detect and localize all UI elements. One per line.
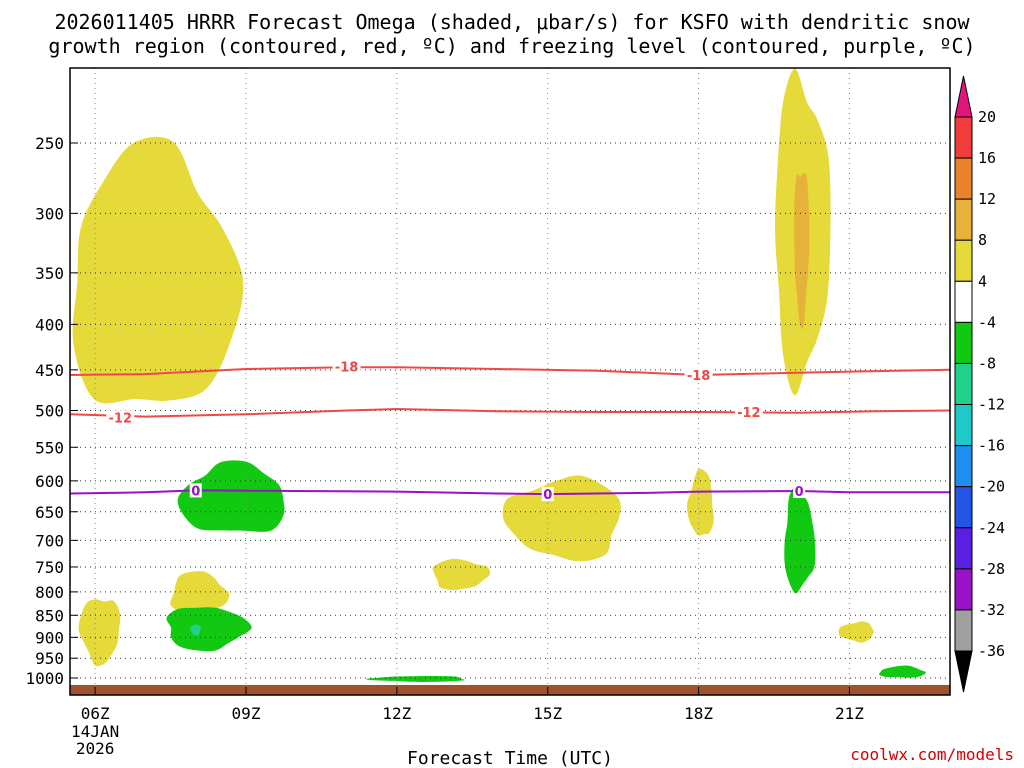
- colorbar-segment-3: [954, 239, 973, 282]
- colorbar-bottom-arrow: [954, 650, 973, 693]
- title-line-1: 2026011405 HRRR Forecast Omega (shaded, …: [54, 10, 970, 34]
- colorbar-label-10: -24: [978, 519, 1005, 537]
- x-tick-label-0: 06Z: [81, 704, 110, 723]
- colorbar-label-5: -4: [978, 313, 996, 331]
- contour-line-2: [70, 489, 950, 496]
- colorbar-label-8: -16: [978, 437, 1005, 455]
- y-tick-label-600: 600: [35, 472, 64, 491]
- omega-region-pos-4: [687, 468, 714, 536]
- y-tick-label-650: 650: [35, 503, 64, 522]
- omega-region-pos-3: [502, 475, 621, 562]
- plot-area: -18 -18 -12 -12 0 0 0: [70, 68, 950, 695]
- x-axis-label: Forecast Time (UTC): [407, 748, 613, 768]
- omega-region-pos-0: [72, 136, 244, 404]
- omega-region-neg-10: [784, 486, 816, 594]
- surface-band: [70, 685, 950, 695]
- omega-region-pos-2: [794, 172, 810, 330]
- chart-title: 2026011405 HRRR Forecast Omega (shaded, …: [48, 10, 975, 58]
- contour-label-5: 0: [543, 488, 552, 503]
- colorbar-label-13: -36: [978, 642, 1005, 660]
- contour-line-0: [70, 366, 950, 377]
- x-date-label-1: 2026: [76, 739, 115, 758]
- colorbar-label-9: -20: [978, 478, 1005, 496]
- contour-line-1: [70, 407, 950, 418]
- y-tick-label-550: 550: [35, 438, 64, 457]
- colorbar: 20 16 12 8 4 -4 -8 -12 -16 -20 -24 -28 -32 -36: [954, 75, 1005, 693]
- colorbar-top-arrow: [954, 75, 973, 118]
- contour-labels: -18 -18 -12 -12 0 0 0: [106, 359, 806, 503]
- x-tick-label-3: 15Z: [533, 704, 562, 723]
- contour-label-1: -18: [687, 369, 711, 384]
- colorbar-segment-12: [954, 609, 973, 652]
- y-tick-label-800: 800: [35, 583, 64, 602]
- colorbar-segment-11: [954, 568, 973, 611]
- colorbar-label-12: -32: [978, 601, 1005, 619]
- colorbar-segment-10: [954, 527, 973, 570]
- colorbar-label-3: 8: [978, 231, 987, 249]
- x-tick-label-2: 12Z: [382, 704, 411, 723]
- omega-region-pos-5: [170, 571, 230, 615]
- colorbar-label-4: 4: [978, 272, 987, 290]
- contour-label-4: 0: [191, 484, 200, 499]
- y-tick-label-750: 750: [35, 558, 64, 577]
- omega-region-neg-9: [177, 460, 285, 532]
- contour-label-bg-6: [793, 484, 806, 499]
- y-tick-label-850: 850: [35, 606, 64, 625]
- x-tick-label-4: 18Z: [684, 704, 713, 723]
- colorbar-segment-6: [954, 362, 973, 406]
- colorbar-segment-4: [954, 280, 973, 323]
- colorbar-label-7: -12: [978, 396, 1005, 414]
- contour-label-bg-1: [684, 367, 713, 382]
- y-tick-label-1000: 1000: [25, 669, 64, 688]
- colorbar-label-1: 16: [978, 149, 996, 167]
- y-tick-label-500: 500: [35, 402, 64, 421]
- y-tick-label-900: 900: [35, 628, 64, 647]
- y-tick-label-350: 350: [35, 264, 64, 283]
- plot-frame: [69, 67, 951, 696]
- axes: 250 300 350 400 450 500 550 600 650 700 750 800 850 9…: [25, 67, 951, 758]
- contour-label-bg-5: [541, 487, 554, 502]
- contour-label-bg-3: [734, 405, 763, 420]
- colorbar-label-0: 20: [978, 108, 996, 126]
- contour-label-bg-0: [332, 359, 361, 374]
- y-tick-label-450: 450: [35, 361, 64, 380]
- omega-region-neg-14: [879, 665, 926, 678]
- y-tick-label-250: 250: [35, 134, 64, 153]
- omega-region-neg-13: [366, 676, 465, 682]
- colorbar-segment-7: [954, 404, 973, 447]
- colorbar-segment-0: [954, 116, 973, 159]
- omega-region-pos-7: [78, 599, 121, 667]
- plot-content: -18 -18 -12 -12 0 0 0: [70, 68, 950, 695]
- contour-label-2: -12: [109, 411, 133, 426]
- colorbar-label-6: -8: [978, 354, 996, 372]
- credit-link[interactable]: coolwx.com/models: [850, 745, 1014, 764]
- contour-label-6: 0: [795, 485, 804, 500]
- omega-region-neg-11: [166, 607, 252, 652]
- contour-label-3: -12: [737, 406, 761, 421]
- colorbar-segment-2: [954, 198, 973, 241]
- y-tick-label-300: 300: [35, 204, 64, 223]
- contour-label-bg-2: [106, 410, 135, 425]
- colorbar-label-11: -28: [978, 560, 1005, 578]
- y-tick-label-700: 700: [35, 531, 64, 550]
- contour-label-bg-4: [189, 483, 202, 498]
- x-tick-label-5: 21Z: [835, 704, 864, 723]
- omega-region-neg-12: [190, 624, 201, 636]
- colorbar-segment-5: [954, 321, 973, 364]
- contour-lines: [70, 366, 950, 496]
- contour-label-0: -18: [335, 360, 359, 375]
- colorbar-label-2: 12: [978, 190, 996, 208]
- y-tick-label-400: 400: [35, 315, 64, 334]
- x-date-label-0: 14JAN: [71, 722, 119, 741]
- colorbar-segment-8: [954, 445, 973, 488]
- colorbar-segment-1: [954, 157, 973, 200]
- title-line-2: growth region (contoured, red, ºC) and f…: [48, 34, 975, 58]
- x-tick-label-1: 09Z: [232, 704, 261, 723]
- colorbar-segment-9: [954, 486, 973, 529]
- y-tick-label-950: 950: [35, 649, 64, 668]
